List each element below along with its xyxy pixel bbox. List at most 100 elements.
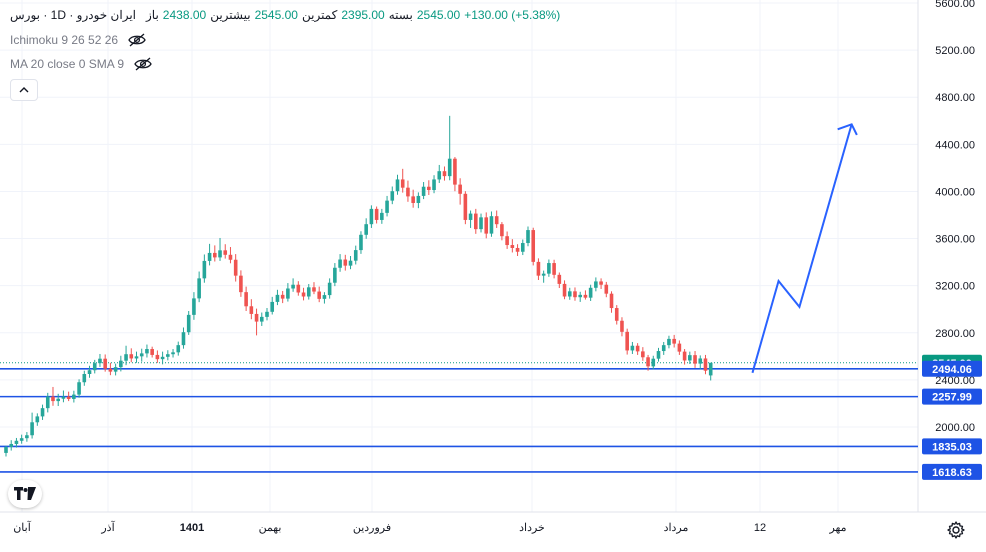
settings-gear-icon[interactable]: [946, 520, 966, 540]
candle-body: [228, 254, 233, 260]
tradingview-logo[interactable]: [8, 480, 42, 508]
level-price-badge: 1835.03: [932, 441, 972, 453]
y-tick-label: 4800.00: [935, 92, 975, 104]
candle-body: [432, 179, 436, 191]
collapse-legend-button[interactable]: [10, 79, 38, 101]
legend-symbol: ایران خودرو · 1D · بورس: [10, 8, 136, 22]
candle-body: [61, 396, 66, 399]
candle-body: [275, 294, 280, 302]
level-price-badge: 2257.99: [932, 392, 972, 404]
legend-change: +130.00 (+5.38%): [464, 8, 561, 22]
candle-body: [494, 216, 499, 225]
hidden-eye-icon[interactable]: [128, 33, 146, 47]
candle-body: [641, 351, 645, 358]
candle-body: [698, 358, 703, 364]
candle-body: [160, 356, 165, 360]
candle-body: [4, 447, 8, 453]
candle-body: [703, 358, 708, 371]
candle-body: [301, 292, 306, 297]
candle-body: [442, 171, 447, 177]
candle-body: [312, 287, 316, 292]
hidden-eye-icon[interactable]: [134, 57, 152, 71]
candle-body: [453, 158, 457, 185]
tv-logo-icon: [14, 487, 36, 500]
candle-body: [192, 298, 196, 315]
candle-body: [134, 356, 139, 359]
x-tick-label: بهمن: [259, 522, 282, 534]
candle-body: [353, 250, 358, 261]
candle-body: [30, 422, 34, 436]
candle-body: [14, 440, 19, 444]
candle-body: [82, 374, 87, 383]
candle-body: [207, 252, 212, 261]
y-tick-label: 4400.00: [935, 139, 975, 151]
candle-body: [672, 338, 676, 344]
candle-body: [594, 281, 598, 288]
candle-body: [489, 216, 494, 234]
candle-body: [656, 351, 661, 359]
projection-path[interactable]: [751, 124, 853, 374]
candle-body: [171, 352, 175, 355]
legend-indicator-ichimoku[interactable]: Ichimoku 9 26 52 26: [10, 33, 146, 47]
candle-body: [364, 224, 368, 235]
legend-open-value: 2438.00: [162, 8, 207, 22]
candle-body: [588, 287, 593, 298]
legend-indicator-ma[interactable]: MA 20 close 0 SMA 9: [10, 57, 152, 71]
candle-body: [515, 247, 520, 252]
candle-body: [479, 217, 483, 230]
candle-body: [108, 368, 113, 372]
candle-body: [646, 357, 650, 367]
candle-body: [395, 179, 400, 192]
candle-body: [103, 358, 107, 369]
candle-body: [343, 259, 348, 266]
level-price-badge-bg: [922, 463, 982, 480]
x-tick-label: 1401: [180, 522, 204, 534]
candle-body: [380, 212, 384, 220]
candle-body: [359, 234, 363, 251]
candle-body: [583, 294, 588, 298]
legend-open-label: باز: [146, 8, 159, 22]
level-price-badge: 1618.63: [932, 467, 972, 479]
legend-low-value: 2395.00: [341, 8, 385, 22]
candle-body: [197, 278, 201, 299]
candle-body: [317, 291, 321, 299]
candle-body: [437, 171, 442, 180]
candle-body: [578, 294, 582, 298]
level-price-badge: 2494.06: [932, 364, 972, 376]
candle-body: [92, 363, 97, 371]
candle-body: [265, 311, 269, 317]
candle-body: [421, 186, 426, 196]
candle-body: [40, 408, 45, 417]
candle-body: [176, 345, 181, 353]
chevron-up-icon: [19, 87, 29, 93]
x-tick-label: آبان: [13, 521, 31, 534]
candle-body: [635, 345, 640, 352]
y-tick-label: 3600.00: [935, 234, 975, 246]
candle-body: [150, 349, 154, 355]
candle-body: [609, 293, 614, 309]
projection-arrowhead[interactable]: [837, 123, 858, 136]
candle-body: [400, 179, 405, 188]
candle-body: [552, 263, 556, 275]
candle-body: [369, 208, 374, 225]
candle-body: [249, 306, 254, 314]
candle-body: [333, 267, 337, 283]
candle-body: [306, 287, 311, 297]
candle-body: [390, 191, 395, 201]
candle-body: [244, 292, 248, 307]
legend-high-label: بیشترین: [210, 8, 251, 22]
candle-body: [677, 343, 682, 352]
candle-body: [427, 186, 431, 191]
candle-body: [291, 284, 295, 289]
candle-body: [463, 193, 468, 220]
candle-body: [213, 252, 217, 258]
candle-body: [124, 354, 128, 361]
candle-body: [620, 320, 624, 332]
candle-body: [651, 358, 656, 367]
legend-close-label: بسته: [388, 8, 413, 22]
candle-body: [474, 213, 478, 230]
candle-body: [573, 291, 577, 298]
candle-body: [510, 245, 515, 248]
